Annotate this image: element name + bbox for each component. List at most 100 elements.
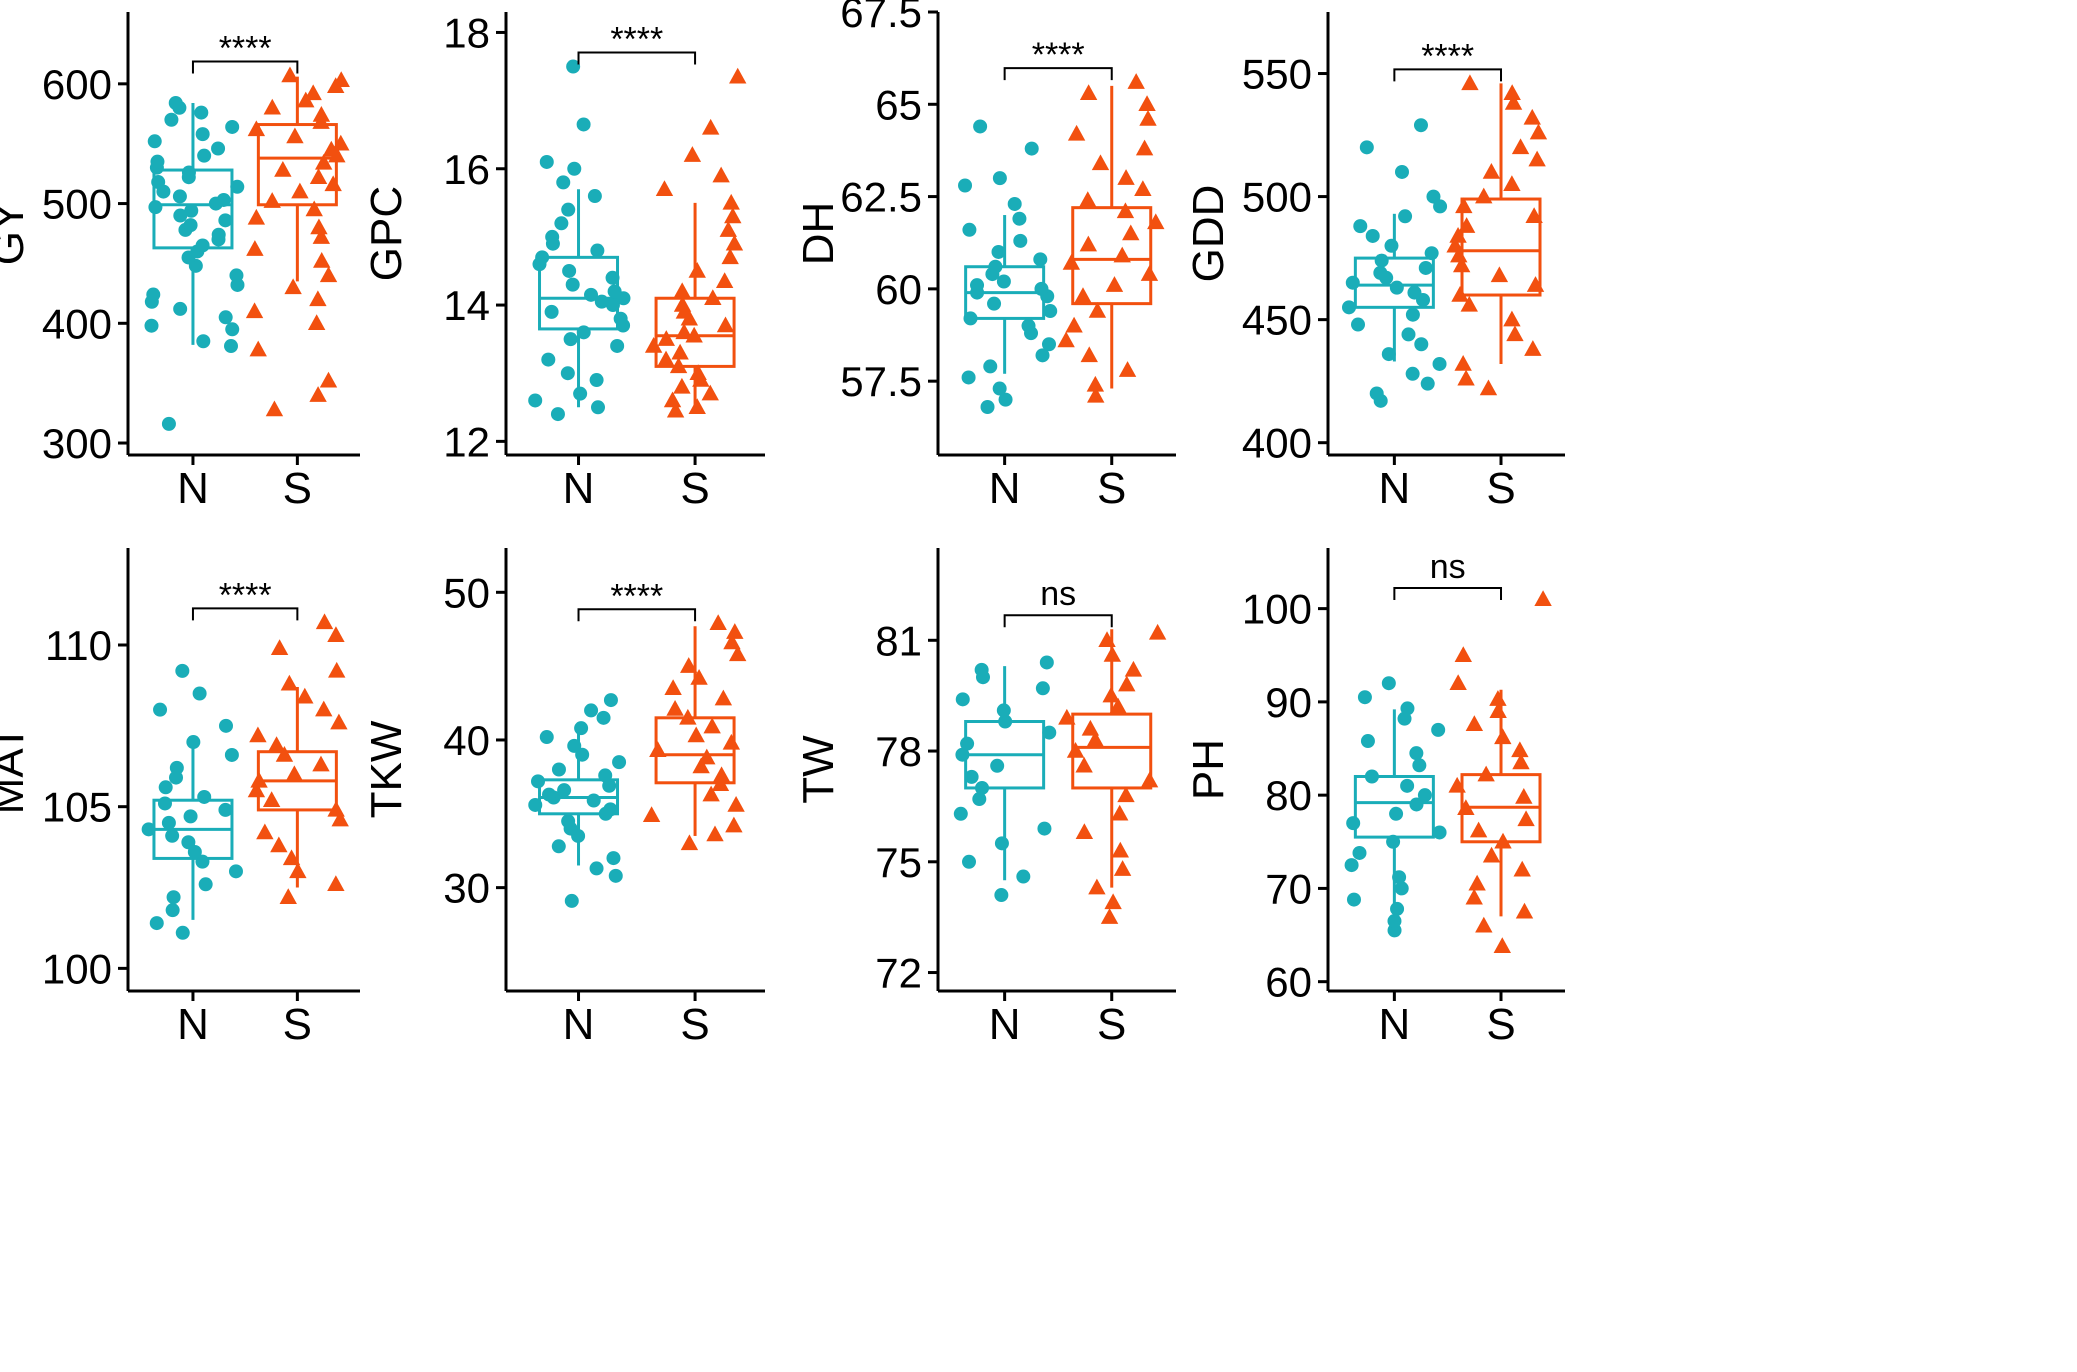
data-point — [557, 783, 572, 798]
data-point — [1035, 681, 1050, 696]
x-tick-label-n: N — [563, 464, 595, 513]
y-tick-label: 105 — [42, 784, 112, 831]
x-tick-label-s: S — [283, 464, 312, 513]
data-point — [961, 370, 976, 385]
significance-bracket — [1393, 587, 1503, 600]
data-point — [279, 888, 297, 904]
significance-bracket — [191, 60, 299, 74]
y-axis-label: GPC — [362, 186, 411, 281]
data-point — [998, 714, 1013, 729]
data-point — [551, 839, 566, 854]
data-point — [586, 793, 601, 808]
data-point — [992, 171, 1007, 186]
data-point — [1503, 84, 1521, 100]
data-point — [1065, 316, 1083, 333]
significance-bracket — [577, 51, 697, 65]
data-point — [573, 386, 588, 401]
data-point — [195, 854, 210, 869]
data-point — [608, 868, 623, 883]
data-point — [1359, 140, 1374, 155]
data-point — [319, 266, 338, 283]
data-point — [1529, 123, 1548, 140]
y-tick-label: 400 — [42, 300, 112, 347]
data-point — [1405, 307, 1420, 322]
significance-label: **** — [1421, 37, 1474, 75]
data-point — [1394, 881, 1409, 896]
data-point — [281, 66, 299, 83]
data-point — [1087, 386, 1105, 403]
data-point — [1465, 888, 1483, 905]
box-iqr — [1071, 206, 1153, 306]
data-point — [539, 730, 554, 745]
data-point — [1475, 916, 1493, 933]
data-point — [1528, 150, 1546, 167]
significance-label: ns — [1430, 548, 1466, 586]
x-tick-label-s: S — [1486, 464, 1515, 513]
data-point — [591, 400, 606, 415]
data-point — [309, 168, 328, 184]
data-point — [567, 161, 582, 176]
data-point — [1392, 870, 1407, 885]
data-point — [141, 822, 156, 837]
data-point — [151, 175, 166, 190]
data-point — [554, 216, 569, 231]
data-point — [246, 240, 264, 256]
box-iqr — [1460, 197, 1542, 297]
data-point — [1468, 874, 1486, 891]
data-point — [1344, 858, 1359, 873]
data-point — [1346, 816, 1361, 831]
series-s — [247, 613, 349, 904]
data-point — [988, 259, 1003, 274]
data-point — [712, 166, 730, 183]
data-point — [218, 718, 233, 733]
data-point — [285, 765, 304, 782]
data-point — [561, 202, 576, 217]
data-point — [1360, 734, 1375, 749]
data-point — [249, 726, 267, 743]
series-s — [1446, 74, 1548, 396]
box-iqr — [1071, 712, 1153, 790]
data-point — [186, 735, 201, 750]
data-point — [1469, 821, 1488, 838]
data-point — [330, 713, 348, 730]
data-point — [1116, 202, 1135, 219]
panel-mat: 100 105 110 MAT N S **** — [0, 548, 360, 1049]
y-tick-label: 62.5 — [840, 174, 922, 221]
x-tick-label-s: S — [680, 464, 709, 513]
data-point — [1148, 623, 1167, 640]
data-point — [726, 623, 744, 639]
data-point — [704, 289, 722, 305]
data-point — [584, 287, 599, 302]
data-point — [679, 708, 697, 725]
x-tick-label-n: N — [177, 1000, 209, 1049]
data-point — [1409, 746, 1424, 761]
data-point — [157, 796, 172, 811]
significance-label: **** — [219, 29, 272, 67]
data-point — [1013, 233, 1028, 248]
x-tick-label-s: S — [1097, 1000, 1126, 1049]
data-point — [1113, 246, 1131, 263]
data-point — [224, 339, 239, 354]
data-point — [296, 687, 314, 704]
data-point — [1147, 213, 1165, 230]
x-tick-label-s: S — [1097, 464, 1126, 513]
data-point — [1117, 786, 1135, 803]
data-point — [313, 252, 331, 268]
data-point — [327, 800, 345, 817]
data-point — [166, 890, 181, 905]
data-point — [964, 769, 979, 784]
data-point — [1021, 318, 1036, 333]
data-point — [327, 626, 345, 643]
data-point — [1118, 361, 1137, 377]
data-point — [701, 384, 719, 401]
data-point — [1088, 302, 1107, 318]
data-point — [158, 780, 173, 795]
data-point — [1433, 199, 1448, 214]
data-point — [535, 250, 550, 265]
data-point — [560, 366, 575, 381]
data-point — [1024, 141, 1039, 156]
series-n — [953, 655, 1057, 903]
data-point — [1494, 832, 1512, 849]
panel-tw: 72 75 78 81 TW N Sns — [794, 548, 1176, 1049]
data-point — [312, 755, 330, 772]
